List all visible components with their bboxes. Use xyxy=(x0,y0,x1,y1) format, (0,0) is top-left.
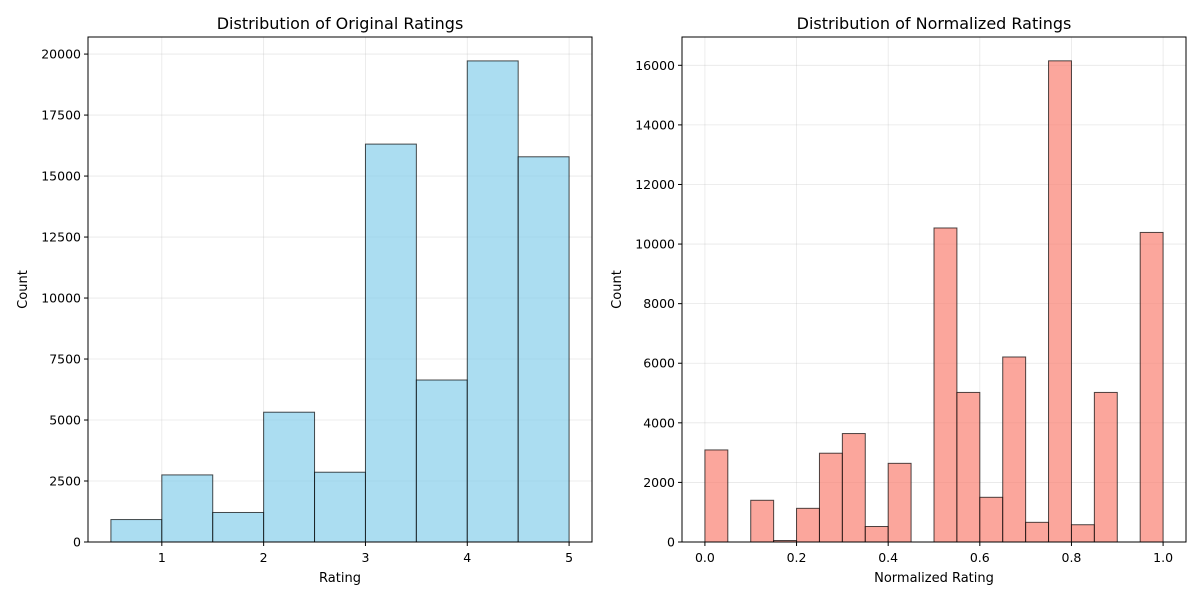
histogram-bar xyxy=(110,519,163,543)
histogram-bar xyxy=(796,507,820,543)
y-tick-label: 12000 xyxy=(635,177,675,192)
histogram-bar xyxy=(161,474,214,543)
histogram-bar xyxy=(750,499,775,543)
y-axis-label: Count xyxy=(16,270,31,309)
chart-panel-original: 1 2 3 4 5 0 2500 5000 7500 10000 12500 15000 17500 20… xyxy=(16,14,593,586)
axes-frame xyxy=(681,36,1187,543)
y-tick-label: 10000 xyxy=(41,291,81,306)
histogram-bar xyxy=(887,462,912,543)
y-tick-label: 15000 xyxy=(41,169,81,184)
histogram-bar xyxy=(841,433,866,543)
chart-title: Distribution of Original Ratings xyxy=(217,14,464,33)
axes-frame xyxy=(87,36,593,543)
histogram-bar xyxy=(1025,521,1050,543)
y-tick-label: 10000 xyxy=(635,237,675,252)
histogram-bar xyxy=(1002,356,1027,543)
y-axis-label: Count xyxy=(610,270,625,309)
histogram-bar xyxy=(314,471,366,543)
histogram-bar xyxy=(864,526,889,543)
x-axis-label: Normalized Rating xyxy=(874,571,994,586)
y-tick-label: 0 xyxy=(667,535,675,550)
x-tick-label: 3 xyxy=(361,550,369,565)
y-tick-label: 17500 xyxy=(41,108,81,123)
y-tick-label: 16000 xyxy=(635,58,675,73)
y-tick-label: 2000 xyxy=(643,475,675,490)
x-tick-label: 1.0 xyxy=(1153,550,1173,565)
histogram-bar xyxy=(933,227,958,543)
x-tick-label: 0.2 xyxy=(787,550,807,565)
y-tick-label: 8000 xyxy=(643,296,675,311)
histogram-bar xyxy=(415,379,468,543)
x-tick-label: 4 xyxy=(463,550,471,565)
histogram-bar xyxy=(1139,231,1164,543)
x-tick-label: 1 xyxy=(158,550,166,565)
histogram-bar xyxy=(956,391,981,543)
histogram-bar xyxy=(364,143,417,543)
y-tick-label: 6000 xyxy=(643,356,675,371)
histogram-bar xyxy=(818,452,843,543)
x-tick-label: 2 xyxy=(260,550,268,565)
x-tick-label: 0.0 xyxy=(695,550,715,565)
histogram-bar xyxy=(1048,60,1072,543)
histogram-bar xyxy=(517,156,570,543)
y-tick-label: 0 xyxy=(73,535,81,550)
chart-panel-normalized: 0.0 0.2 0.4 0.6 0.8 1.0 0 2000 4000 6000 8000 10000… xyxy=(610,14,1187,586)
y-tick-label: 14000 xyxy=(635,117,675,132)
y-tick-label: 20000 xyxy=(41,47,81,62)
histogram-bar xyxy=(212,511,265,543)
histogram-bar xyxy=(466,60,519,543)
x-tick-label: 0.6 xyxy=(970,550,990,565)
y-tick-label: 5000 xyxy=(49,413,81,428)
x-tick-label: 0.8 xyxy=(1062,550,1082,565)
histogram-bar xyxy=(1093,391,1118,543)
x-tick-label: 0.4 xyxy=(878,550,898,565)
y-tick-label: 7500 xyxy=(49,352,81,367)
chart-title: Distribution of Normalized Ratings xyxy=(797,14,1072,33)
y-tick-label: 12500 xyxy=(41,230,81,245)
y-tick-label: 4000 xyxy=(643,415,675,430)
histogram-bar xyxy=(704,449,729,543)
y-tick-label: 2500 xyxy=(49,474,81,489)
x-tick-label: 5 xyxy=(565,550,573,565)
histogram-bar xyxy=(1070,524,1095,543)
x-axis-label: Rating xyxy=(319,571,361,586)
histogram-bar xyxy=(979,496,1004,543)
histogram-bar xyxy=(263,411,316,543)
